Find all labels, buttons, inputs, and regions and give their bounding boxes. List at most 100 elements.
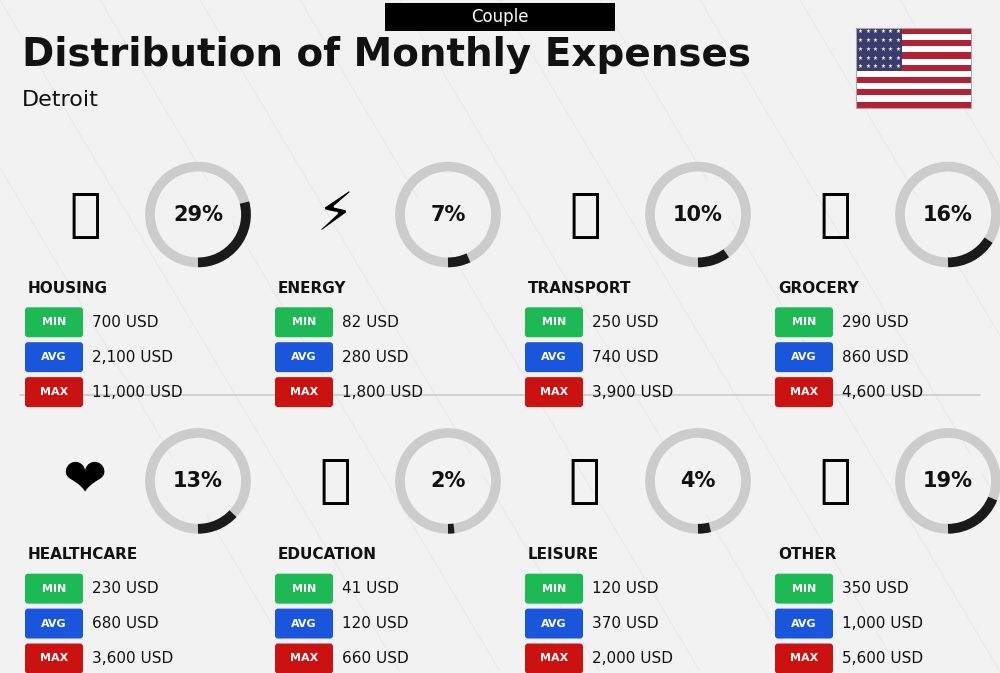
- FancyBboxPatch shape: [525, 377, 583, 407]
- FancyBboxPatch shape: [25, 342, 83, 372]
- Circle shape: [913, 446, 983, 516]
- Text: TRANSPORT: TRANSPORT: [528, 281, 632, 296]
- Text: ★: ★: [896, 38, 900, 43]
- Text: ★: ★: [888, 38, 893, 43]
- Text: MIN: MIN: [42, 317, 66, 327]
- Text: 1,000 USD: 1,000 USD: [842, 616, 923, 631]
- Text: ★: ★: [858, 30, 862, 34]
- Text: ★: ★: [896, 56, 900, 61]
- Text: ★: ★: [888, 47, 893, 52]
- Text: 🛒: 🛒: [819, 188, 851, 240]
- Text: 3,600 USD: 3,600 USD: [92, 651, 173, 666]
- Text: 🎓: 🎓: [319, 455, 351, 507]
- FancyBboxPatch shape: [856, 52, 971, 59]
- Text: ★: ★: [896, 65, 900, 69]
- FancyBboxPatch shape: [856, 102, 971, 108]
- FancyBboxPatch shape: [775, 377, 833, 407]
- Text: Distribution of Monthly Expenses: Distribution of Monthly Expenses: [22, 36, 751, 74]
- Text: ❤️: ❤️: [63, 455, 107, 507]
- Text: ★: ★: [896, 30, 900, 34]
- FancyBboxPatch shape: [856, 40, 971, 46]
- Text: ★: ★: [873, 65, 878, 69]
- Text: AVG: AVG: [291, 352, 317, 362]
- Text: ★: ★: [865, 30, 870, 34]
- Text: ENERGY: ENERGY: [278, 281, 347, 296]
- Text: ★: ★: [873, 30, 878, 34]
- FancyBboxPatch shape: [25, 308, 83, 337]
- Text: 19%: 19%: [923, 471, 973, 491]
- FancyBboxPatch shape: [856, 46, 971, 52]
- FancyBboxPatch shape: [856, 71, 971, 77]
- FancyBboxPatch shape: [385, 3, 615, 31]
- FancyBboxPatch shape: [275, 573, 333, 604]
- Text: Couple: Couple: [471, 8, 529, 26]
- Text: 29%: 29%: [173, 205, 223, 225]
- Text: MIN: MIN: [292, 583, 316, 594]
- Text: ★: ★: [858, 56, 862, 61]
- Text: 2,000 USD: 2,000 USD: [592, 651, 673, 666]
- Text: ★: ★: [858, 38, 862, 43]
- FancyBboxPatch shape: [275, 342, 333, 372]
- Text: ★: ★: [873, 47, 878, 52]
- FancyBboxPatch shape: [775, 342, 833, 372]
- FancyBboxPatch shape: [25, 643, 83, 673]
- Text: MIN: MIN: [542, 317, 566, 327]
- Text: MAX: MAX: [790, 387, 818, 397]
- Text: 120 USD: 120 USD: [592, 581, 658, 596]
- Text: 280 USD: 280 USD: [342, 350, 409, 365]
- Text: 7%: 7%: [430, 205, 466, 225]
- Text: 370 USD: 370 USD: [592, 616, 659, 631]
- Text: ★: ★: [858, 65, 862, 69]
- Text: ★: ★: [865, 47, 870, 52]
- Text: 13%: 13%: [173, 471, 223, 491]
- Text: 🏢: 🏢: [69, 188, 101, 240]
- Text: ⚡: ⚡: [316, 188, 354, 240]
- FancyBboxPatch shape: [25, 377, 83, 407]
- FancyBboxPatch shape: [275, 608, 333, 639]
- FancyBboxPatch shape: [275, 643, 333, 673]
- Text: 860 USD: 860 USD: [842, 350, 909, 365]
- Text: ★: ★: [865, 38, 870, 43]
- Text: MAX: MAX: [790, 653, 818, 664]
- Text: 680 USD: 680 USD: [92, 616, 159, 631]
- Circle shape: [163, 446, 233, 516]
- FancyBboxPatch shape: [856, 28, 971, 34]
- Text: AVG: AVG: [41, 352, 67, 362]
- FancyBboxPatch shape: [856, 77, 971, 83]
- Text: 230 USD: 230 USD: [92, 581, 159, 596]
- Text: 4,600 USD: 4,600 USD: [842, 384, 923, 400]
- Text: ★: ★: [896, 47, 900, 52]
- Text: 🛍️: 🛍️: [569, 455, 601, 507]
- FancyBboxPatch shape: [525, 608, 583, 639]
- Circle shape: [413, 180, 483, 249]
- Text: 2%: 2%: [430, 471, 466, 491]
- FancyBboxPatch shape: [525, 573, 583, 604]
- Text: ★: ★: [865, 56, 870, 61]
- Text: AVG: AVG: [41, 618, 67, 629]
- Text: 120 USD: 120 USD: [342, 616, 409, 631]
- Text: MIN: MIN: [542, 583, 566, 594]
- Text: 11,000 USD: 11,000 USD: [92, 384, 183, 400]
- Text: 10%: 10%: [673, 205, 723, 225]
- Circle shape: [663, 446, 733, 516]
- FancyBboxPatch shape: [775, 573, 833, 604]
- Text: Detroit: Detroit: [22, 90, 99, 110]
- Text: HOUSING: HOUSING: [28, 281, 108, 296]
- Text: ★: ★: [865, 65, 870, 69]
- FancyBboxPatch shape: [856, 65, 971, 71]
- Text: 41 USD: 41 USD: [342, 581, 399, 596]
- FancyBboxPatch shape: [25, 608, 83, 639]
- Text: 660 USD: 660 USD: [342, 651, 409, 666]
- FancyBboxPatch shape: [856, 96, 971, 102]
- Text: LEISURE: LEISURE: [528, 547, 599, 562]
- Text: OTHER: OTHER: [778, 547, 836, 562]
- FancyBboxPatch shape: [856, 90, 971, 96]
- FancyBboxPatch shape: [775, 308, 833, 337]
- Text: 16%: 16%: [923, 205, 973, 225]
- Text: MAX: MAX: [40, 653, 68, 664]
- FancyBboxPatch shape: [775, 643, 833, 673]
- Text: 1,800 USD: 1,800 USD: [342, 384, 423, 400]
- Text: 💰: 💰: [819, 455, 851, 507]
- Circle shape: [413, 446, 483, 516]
- Circle shape: [913, 180, 983, 249]
